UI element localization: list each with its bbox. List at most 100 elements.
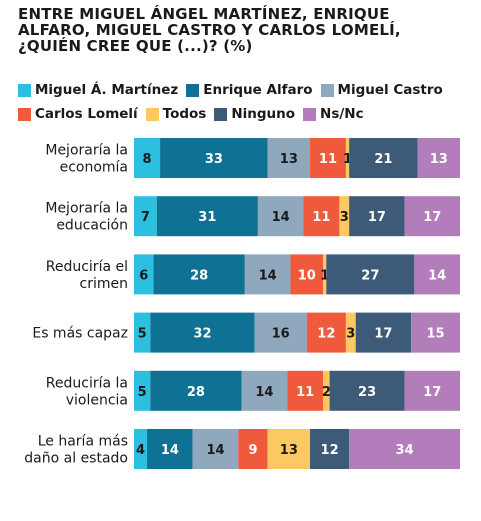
value-label: 12 bbox=[317, 327, 335, 342]
value-label: 13 bbox=[280, 152, 298, 167]
value-label: 14 bbox=[428, 268, 446, 283]
bar-row: Reduciría el crimen 6 28 14 10 1 27 14 bbox=[46, 254, 460, 295]
value-label: 27 bbox=[361, 268, 379, 283]
value-label: 7 bbox=[141, 210, 150, 225]
bar-segment-ns-nc bbox=[404, 196, 460, 237]
bar-segment-ninguno bbox=[329, 370, 405, 411]
bar-segment-todos bbox=[345, 312, 356, 353]
legend-item-enrique-alfaro: Enrique Alfaro bbox=[186, 82, 313, 98]
bar-segment-miguel-castro bbox=[241, 370, 288, 411]
legend-item-miguel-castro: Miguel Castro bbox=[320, 82, 443, 98]
value-label: 17 bbox=[368, 210, 386, 225]
bar-segment-enrique-alfaro bbox=[156, 196, 258, 237]
legend-item-miguel-a-martinez: Miguel Á. Martínez bbox=[18, 82, 178, 98]
bar-segment-miguel-a-martinez bbox=[134, 196, 157, 237]
legend-label: Ninguno bbox=[231, 106, 296, 122]
bar-segment-ninguno bbox=[326, 254, 415, 295]
bar-segment-enrique-alfaro bbox=[153, 254, 245, 295]
legend-item-carlos-lomeli: Carlos Lomelí bbox=[18, 106, 138, 122]
bar-segment-ninguno bbox=[355, 312, 412, 353]
chart-title: ENTRE MIGUEL ÁNGEL MARTÍNEZ, ENRIQUE ALF… bbox=[18, 5, 401, 55]
bar-segment-miguel-castro bbox=[257, 196, 304, 237]
value-label: 3 bbox=[340, 210, 349, 225]
bar-segment-miguel-a-martinez bbox=[134, 138, 161, 178]
bar-segment-carlos-lomeli bbox=[306, 312, 346, 353]
legend-swatch bbox=[18, 107, 31, 121]
bar-segment-ninguno bbox=[349, 196, 405, 237]
value-label: 14 bbox=[161, 443, 179, 458]
value-label: 28 bbox=[187, 385, 205, 400]
bar-segment-miguel-a-martinez bbox=[134, 370, 151, 411]
bar-segment-todos bbox=[339, 196, 350, 237]
bar-segment-ns-nc bbox=[349, 429, 460, 469]
value-label: 32 bbox=[193, 327, 211, 342]
bar-segment-todos bbox=[267, 429, 311, 469]
bar-segment-enrique-alfaro bbox=[150, 312, 255, 353]
legend-label: Miguel Á. Martínez bbox=[35, 82, 179, 98]
value-label: 23 bbox=[358, 385, 376, 400]
value-label: 5 bbox=[138, 385, 147, 400]
value-label: 1 bbox=[343, 152, 352, 167]
legend-label: Todos bbox=[162, 106, 207, 122]
legend-swatch bbox=[18, 83, 31, 97]
value-label: 33 bbox=[205, 152, 223, 167]
bar-segment-ns-nc bbox=[417, 138, 460, 178]
legend-item-ninguno: Ninguno bbox=[214, 106, 295, 122]
value-label: 1 bbox=[320, 268, 329, 283]
value-label: 8 bbox=[143, 152, 152, 167]
legend-label: Carlos Lomelí bbox=[35, 106, 138, 122]
bar-segment-miguel-a-martinez bbox=[134, 254, 154, 295]
value-label: 12 bbox=[321, 443, 339, 458]
bar-segment-enrique-alfaro bbox=[150, 370, 242, 411]
value-label: 16 bbox=[272, 327, 290, 342]
category-label: Mejoraría la economía bbox=[45, 143, 128, 176]
value-label: 3 bbox=[346, 327, 355, 342]
bar-segment-todos bbox=[323, 370, 330, 411]
value-label: 6 bbox=[139, 268, 148, 283]
value-label: 5 bbox=[138, 327, 147, 342]
bar-segment-ns-nc bbox=[414, 254, 460, 295]
value-label: 4 bbox=[136, 443, 145, 458]
bar-segment-enrique-alfaro bbox=[160, 138, 268, 178]
bar-segment-carlos-lomeli bbox=[287, 370, 324, 411]
legend-swatch bbox=[186, 83, 200, 97]
bar-row: Mejoraría la educación 7 31 14 11 3 17 17 bbox=[45, 196, 460, 237]
bar-segment-todos bbox=[345, 138, 350, 178]
value-label: 13 bbox=[280, 443, 298, 458]
bar-segment-ns-nc bbox=[404, 370, 460, 411]
legend-swatch bbox=[214, 107, 228, 121]
bar-segment-miguel-a-martinez bbox=[134, 429, 148, 469]
bar-segment-miguel-castro bbox=[267, 138, 311, 178]
bar-segment-carlos-lomeli bbox=[290, 254, 324, 295]
legend-row: Carlos Lomelí Todos Ninguno Ns/Nc bbox=[18, 102, 478, 126]
category-label: Mejoraría la educación bbox=[45, 201, 128, 234]
legend-label: Miguel Castro bbox=[337, 82, 443, 98]
bar-segment-ninguno bbox=[310, 429, 350, 469]
legend: Miguel Á. Martínez Enrique Alfaro Miguel C… bbox=[18, 78, 478, 126]
legend-label: Enrique Alfaro bbox=[203, 82, 313, 98]
bar-segment-enrique-alfaro bbox=[147, 429, 193, 469]
bar-row: Reduciría la violencia 5 28 14 11 2 23 17 bbox=[46, 370, 460, 411]
bar-segment-miguel-castro bbox=[192, 429, 239, 469]
bar-row: Mejoraría la economía 8 33 13 11 1 21 13 bbox=[45, 138, 460, 178]
category-label: Reduciría la violencia bbox=[46, 375, 128, 408]
bar-segment-todos bbox=[323, 254, 327, 295]
legend-swatch bbox=[320, 83, 334, 97]
bar-segment-ninguno bbox=[349, 138, 418, 178]
category-label: Es más capaz bbox=[32, 326, 128, 342]
legend-label: Ns/Nc bbox=[320, 106, 364, 122]
value-label: 11 bbox=[319, 152, 337, 167]
value-label: 14 bbox=[255, 385, 273, 400]
value-label: 11 bbox=[296, 385, 314, 400]
category-label: Le haría más daño al estado bbox=[24, 434, 128, 467]
value-label: 31 bbox=[198, 210, 216, 225]
legend-swatch bbox=[145, 107, 159, 121]
value-label: 10 bbox=[298, 268, 316, 283]
value-label: 9 bbox=[248, 443, 257, 458]
bar-segment-miguel-castro bbox=[254, 312, 307, 353]
value-label: 34 bbox=[396, 443, 414, 458]
bar-segment-miguel-castro bbox=[244, 254, 291, 295]
bar-row: Es más capaz 5 32 16 12 3 17 15 bbox=[32, 312, 460, 353]
bar-segment-ns-nc bbox=[411, 312, 460, 353]
legend-swatch bbox=[303, 107, 317, 121]
